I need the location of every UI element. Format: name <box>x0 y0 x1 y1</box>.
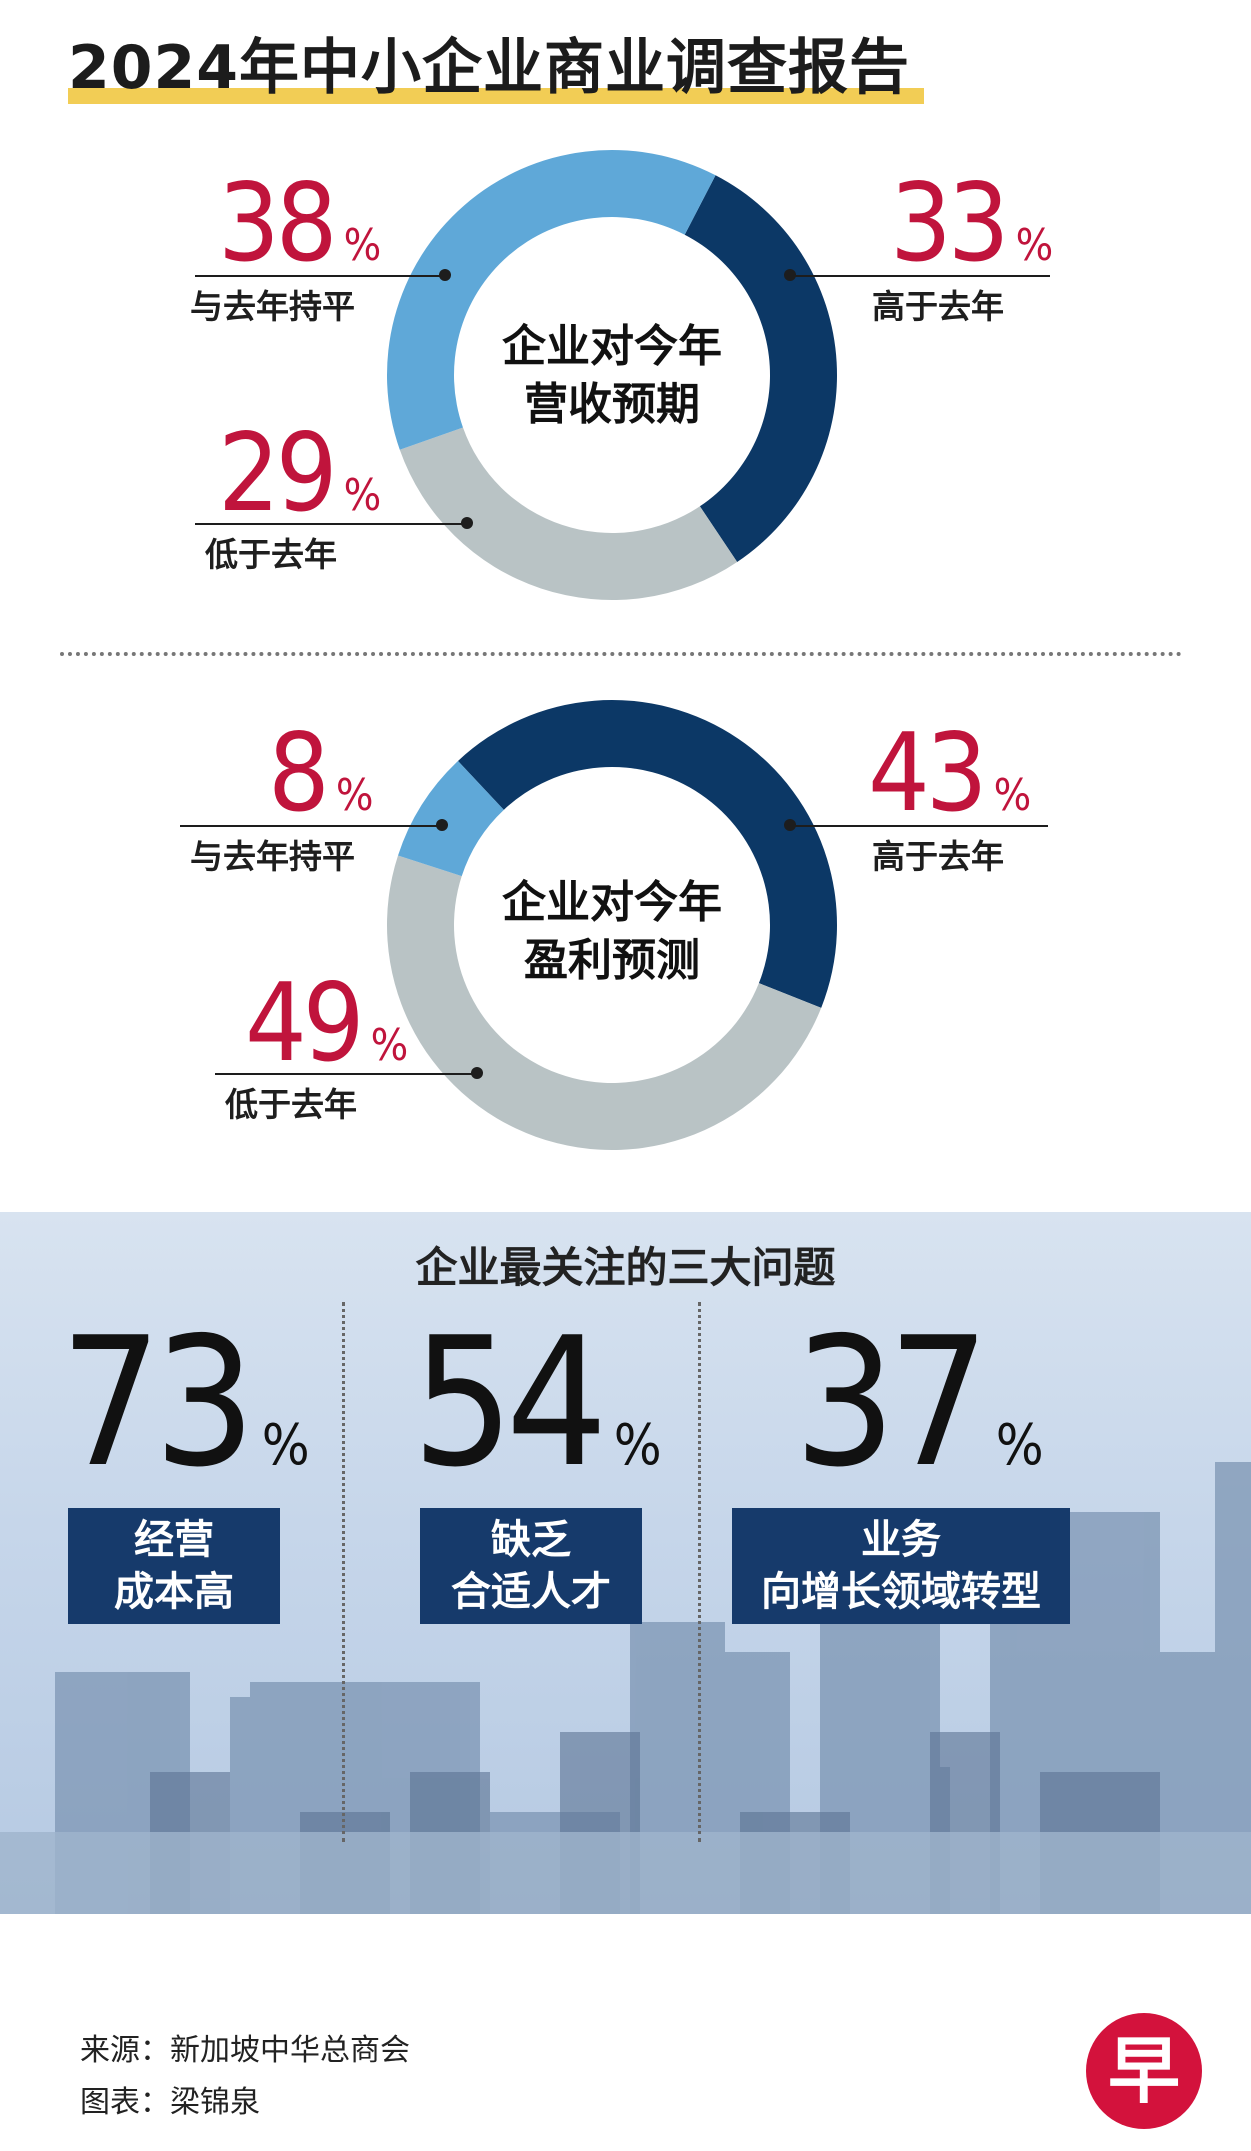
donut2-leader-dot-1 <box>436 819 448 831</box>
leader-line-higher-2 <box>790 825 1048 827</box>
donut2-slice-lower <box>387 855 822 1150</box>
section-divider <box>60 652 1182 656</box>
donut1-leader-dot-3 <box>461 517 473 529</box>
donut1-slice-lower <box>399 427 738 600</box>
leader-line-flat-2 <box>180 825 442 827</box>
concern-tag-1-line-2: 成本高 <box>114 1569 234 1615</box>
donut2-title-line-1: 企业对今年 <box>502 877 722 928</box>
leader-line-flat-1 <box>195 275 445 277</box>
pct-lower-1: 29% <box>218 411 382 536</box>
label-higher-1: 高于去年 <box>872 287 1004 326</box>
pct-flat-2: 8% <box>268 711 374 836</box>
concern-tag-3: 业务 向增长领域转型 <box>732 1508 1070 1624</box>
concern-tag-2-line-2: 合适人才 <box>451 1569 611 1615</box>
revenue-donut-chart <box>387 150 837 600</box>
column-divider-1 <box>342 1302 345 1842</box>
title-underline <box>68 88 924 104</box>
concern-tag-2-line-1: 缺乏 <box>491 1517 571 1563</box>
donut1-title-line-1: 企业对今年 <box>502 321 722 372</box>
donut2-slice-higher <box>457 700 837 1008</box>
title-block: 2024年中小企业商业调查报告 <box>68 28 910 108</box>
concern-value-1: 73% <box>60 1299 310 1506</box>
concern-tag-1: 经营 成本高 <box>68 1508 280 1624</box>
donut1-title-line-2: 营收预期 <box>524 379 700 430</box>
donut2-center-title: 企业对今年 盈利预测 <box>462 874 762 990</box>
label-higher-2: 高于去年 <box>872 837 1004 876</box>
concern-tag-1-line-1: 经营 <box>134 1517 214 1563</box>
label-flat-1: 与去年持平 <box>190 287 355 326</box>
concern-tag-3-line-1: 业务 <box>861 1517 941 1563</box>
concerns-panel: 企业最关注的三大问题 73% 54% 37% 经营 成本高 缺乏 合适人才 业务… <box>0 1212 1251 1914</box>
label-flat-2: 与去年持平 <box>190 837 355 876</box>
pct-higher-2: 43% <box>868 711 1032 836</box>
pct-flat-1: 38% <box>218 161 382 286</box>
pct-lower-2: 49% <box>245 961 409 1086</box>
label-lower-2: 低于去年 <box>225 1085 357 1124</box>
leader-line-lower-1 <box>195 523 467 525</box>
source-text: 来源：新加坡中华总商会 <box>80 2033 410 2068</box>
donut2-leader-dot-3 <box>471 1067 483 1079</box>
leader-line-higher-1 <box>790 275 1050 277</box>
donut2-title-line-2: 盈利预测 <box>524 935 700 986</box>
concerns-title: 企业最关注的三大问题 <box>415 1243 836 1292</box>
page-title: 2024年中小企业商业调查报告 <box>68 33 910 103</box>
zaobao-logo: 早 <box>1086 2013 1202 2129</box>
concern-tag-2: 缺乏 合适人才 <box>420 1508 642 1624</box>
concern-value-2: 54% <box>412 1299 662 1506</box>
leader-line-lower-2 <box>215 1073 477 1075</box>
pct-higher-1: 33% <box>890 161 1054 286</box>
donut1-slice-flat <box>387 150 716 450</box>
label-lower-1: 低于去年 <box>205 535 337 574</box>
donut1-center-title: 企业对今年 营收预期 <box>462 318 762 434</box>
profit-donut-chart <box>387 700 837 1150</box>
city-skyline-illustration <box>0 1462 1251 1914</box>
donut1-slice-higher <box>684 175 837 562</box>
donut1-leader-dot-1 <box>439 269 451 281</box>
concern-tag-3-line-2: 向增长领域转型 <box>761 1569 1041 1615</box>
concern-value-3: 37% <box>794 1299 1044 1506</box>
donut2-slice-flat <box>398 760 504 877</box>
column-divider-2 <box>698 1302 701 1842</box>
credit-text: 图表：梁锦泉 <box>80 2085 260 2120</box>
